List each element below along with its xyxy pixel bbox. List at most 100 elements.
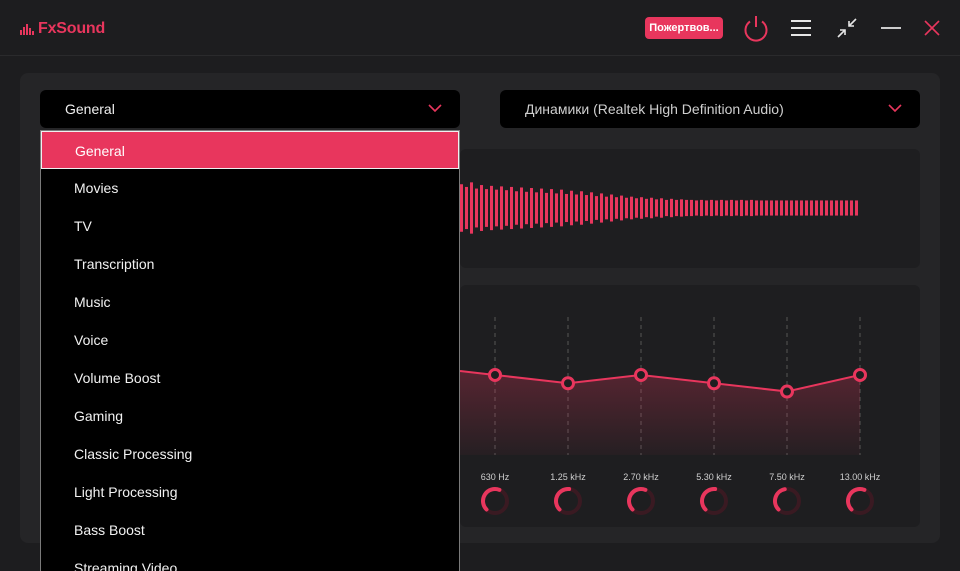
spectrum-bar	[765, 200, 768, 216]
spectrum-bar	[850, 200, 853, 216]
eq-band-handle[interactable]	[634, 367, 648, 382]
eq-knob[interactable]	[773, 487, 787, 512]
eq-knob[interactable]	[627, 487, 648, 512]
eq-knob[interactable]	[554, 487, 572, 512]
spectrum-bar	[545, 192, 548, 224]
preset-dropdown[interactable]: General	[40, 90, 460, 128]
menu-icon[interactable]	[785, 12, 817, 44]
spectrum-bar	[585, 195, 588, 221]
chevron-up-icon	[428, 104, 442, 113]
spectrum-bar	[470, 182, 473, 234]
spectrum-bar	[475, 188, 478, 228]
fxsound-logo: FxSound	[20, 18, 105, 40]
spectrum-bar	[565, 193, 568, 223]
spectrum-bar	[790, 200, 793, 216]
spectrum-bar	[645, 198, 648, 218]
spectrum-bar	[490, 185, 493, 231]
spectrum-bar	[600, 193, 603, 223]
spectrum-bar	[495, 189, 498, 227]
logo-bars-icon	[20, 23, 34, 35]
preset-option[interactable]: General	[41, 131, 459, 169]
spectrum-bar	[500, 186, 503, 230]
preset-option[interactable]: Transcription	[74, 256, 155, 272]
preset-option[interactable]: Volume Boost	[74, 370, 161, 386]
spectrum-bar	[805, 200, 808, 216]
preset-option[interactable]: Voice	[74, 332, 109, 348]
spectrum-bar	[720, 199, 723, 217]
preset-option[interactable]: TV	[74, 218, 92, 234]
spectrum-bar	[810, 200, 813, 216]
spectrum-bar	[785, 200, 788, 216]
eq-frequency-label: 630 Hz	[480, 472, 510, 482]
spectrum-bar	[835, 200, 838, 216]
spectrum-bar	[640, 197, 643, 219]
preset-option[interactable]: Streaming Video	[74, 560, 178, 571]
preset-option[interactable]: Classic Processing	[74, 446, 193, 462]
eq-frequency-label: 7.50 kHz	[769, 472, 805, 482]
eq-knob[interactable]	[700, 487, 718, 512]
eq-band-handle[interactable]	[707, 376, 721, 391]
spectrum-bar	[735, 200, 738, 216]
spectrum-bar	[820, 200, 823, 216]
spectrum-bar	[730, 199, 733, 217]
spectrum-bar	[515, 191, 518, 225]
eq-frequency-label: 2.70 kHz	[623, 472, 659, 482]
spectrum-bar	[650, 197, 653, 219]
spectrum-bar	[780, 200, 783, 216]
spectrum-bar	[740, 199, 743, 217]
eq-band-handle[interactable]	[780, 384, 794, 399]
spectrum-bar	[590, 192, 593, 224]
spectrum-bar	[855, 200, 858, 216]
spectrum-bar	[655, 199, 658, 217]
eq-band-handle[interactable]	[853, 367, 867, 382]
spectrum-bar	[605, 196, 608, 220]
spectrum-bar	[530, 188, 533, 228]
spectrum-bar	[825, 200, 828, 216]
spectrum-bar	[525, 191, 528, 225]
eq-frequency-label: 13.00 kHz	[839, 472, 881, 482]
preset-option[interactable]: Movies	[74, 180, 119, 196]
spectrum-bar	[560, 189, 563, 227]
close-icon[interactable]	[916, 12, 948, 44]
spectrum-bar	[710, 199, 713, 217]
spectrum-bar	[695, 200, 698, 216]
spectrum-bar	[520, 187, 523, 229]
title-bar: FxSound Пожертвов...	[0, 0, 960, 56]
eq-band-handle[interactable]	[561, 376, 575, 391]
preset-option[interactable]: Gaming	[74, 408, 124, 424]
eq-knob[interactable]	[846, 487, 867, 512]
logo-text: FxSound	[38, 20, 106, 37]
eq-area	[460, 370, 860, 455]
donate-button[interactable]: Пожертвов...	[645, 17, 723, 39]
eq-knob[interactable]	[481, 487, 502, 512]
spectrum-bar	[745, 200, 748, 216]
equalizer-panel	[460, 285, 920, 527]
shrink-icon[interactable]	[831, 12, 863, 44]
spectrum-bar	[635, 198, 638, 218]
spectrum-bar	[505, 190, 508, 226]
spectrum-bar	[755, 200, 758, 216]
spectrum-visualizer	[460, 149, 920, 268]
spectrum-bar	[840, 200, 843, 216]
device-dropdown[interactable]: Динамики (Realtek High Definition Audio)	[500, 90, 920, 128]
spectrum-bar	[575, 194, 578, 222]
eq-band-handle[interactable]	[488, 367, 502, 382]
spectrum-bar	[665, 199, 668, 217]
spectrum-bar	[675, 199, 678, 217]
spectrum-bar	[485, 189, 488, 227]
spectrum-bar	[690, 199, 693, 217]
spectrum-bar	[760, 200, 763, 216]
spectrum-bar	[815, 200, 818, 216]
preset-options-list: General Movies TV Transcription Music Voice Vo…	[40, 130, 460, 571]
spectrum-bar	[715, 200, 718, 216]
preset-option[interactable]: Light Processing	[74, 484, 178, 500]
spectrum-bar	[630, 196, 633, 220]
preset-option[interactable]: Bass Boost	[74, 522, 145, 538]
spectrum-bar	[465, 186, 468, 230]
spectrum-bar	[460, 184, 463, 232]
power-icon[interactable]	[740, 12, 772, 44]
preset-option[interactable]: Music	[74, 294, 111, 310]
spectrum-bar	[550, 189, 553, 227]
spectrum-bar	[800, 200, 803, 216]
minimize-icon[interactable]	[875, 12, 907, 44]
